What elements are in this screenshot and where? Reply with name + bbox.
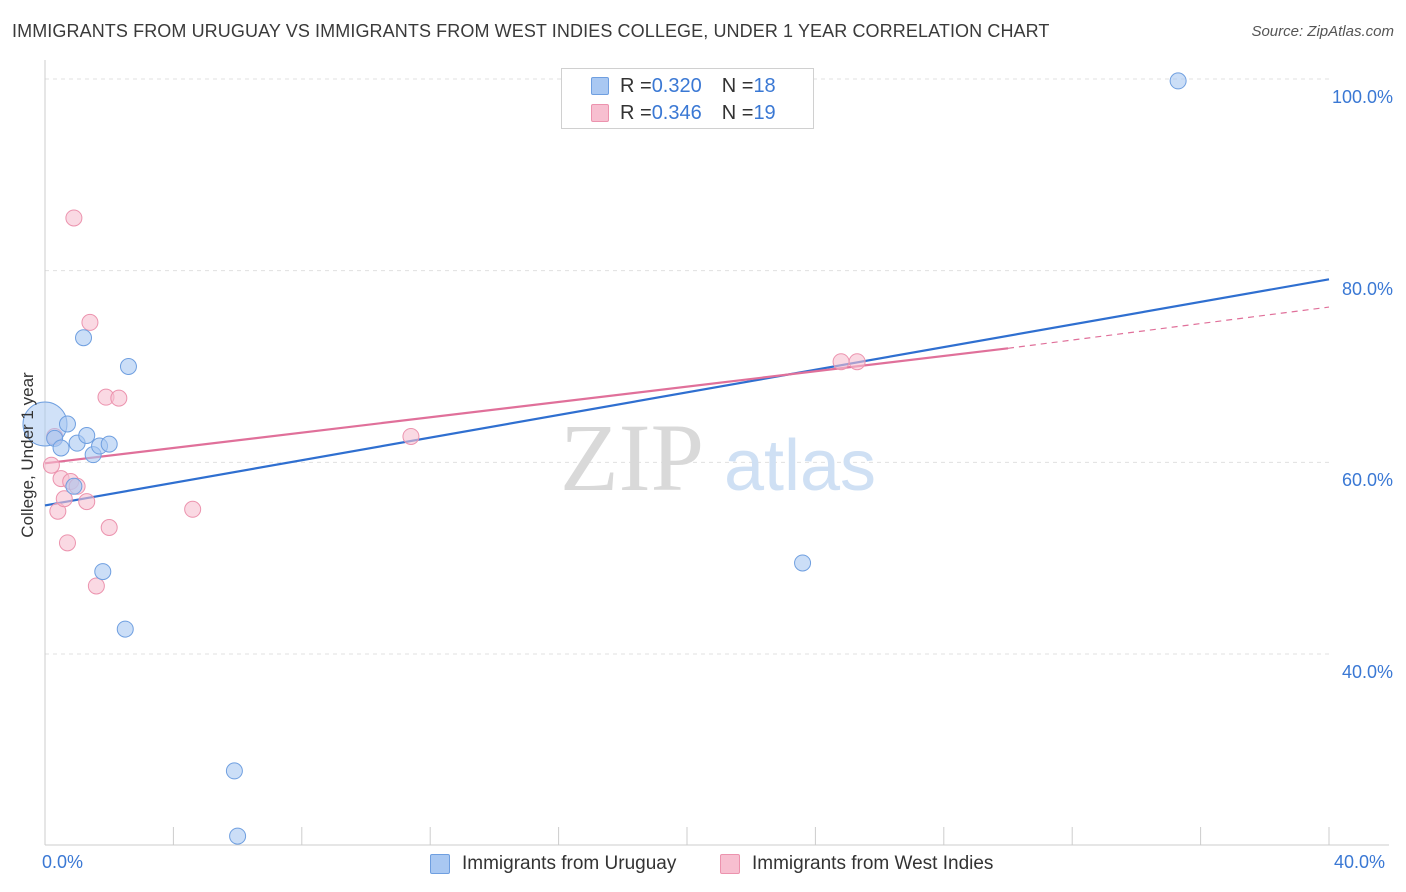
watermark: ZIP atlas: [560, 404, 876, 511]
watermark-zip: ZIP: [560, 404, 704, 511]
legend-n-value: 19: [753, 101, 776, 124]
trend-lines: [44, 278, 1330, 507]
y-tick-label-2: 60.0%: [1341, 470, 1393, 491]
point-west-indies-13: [100, 519, 118, 536]
point-uruguay-3: [58, 415, 76, 433]
legend-r-value: 0.346: [651, 101, 702, 124]
point-uruguay-10: [119, 358, 137, 375]
point-west-indies-0: [42, 456, 60, 474]
source-credit: Source: ZipAtlas.com: [1251, 23, 1394, 40]
bottom-legend-uruguay: Immigrants from Uruguay: [430, 852, 676, 876]
correlation-legend: R = 0.320 N = 18 R = 0.346 N = 19: [561, 68, 814, 129]
chart-title: IMMIGRANTS FROM URUGUAY VS IMMIGRANTS FR…: [12, 21, 1050, 41]
point-west-indies-4: [55, 490, 73, 508]
trendline-uruguay: [44, 278, 1330, 507]
x-tick-max: 40.0%: [1334, 852, 1386, 872]
data-points: [22, 72, 1187, 845]
point-uruguay-5: [75, 329, 93, 347]
y-tick-label-3: 40.0%: [1341, 662, 1393, 682]
legend-row-west-indies: R = 0.346 N = 19: [620, 100, 776, 126]
point-west-indies-16: [402, 427, 420, 445]
point-west-indies-7: [65, 209, 83, 227]
legend-n-label: N =: [721, 101, 754, 124]
point-uruguay-17: [65, 477, 83, 495]
point-uruguay-11: [94, 563, 112, 581]
point-uruguay-12: [116, 620, 134, 638]
point-west-indies-9: [78, 493, 96, 511]
point-west-indies-5: [58, 534, 76, 552]
axes: [44, 60, 1389, 846]
y-axis-label: College, Under 1 year: [18, 372, 37, 538]
bottom-legend-swatch-uruguay: [430, 854, 450, 874]
bottom-legend-west-indies: Immigrants from West Indies: [720, 852, 993, 876]
point-west-indies-14: [110, 389, 128, 407]
legend-r-label: R =: [620, 74, 652, 97]
point-uruguay-9: [100, 435, 118, 453]
gridlines: [45, 78, 1329, 655]
legend-swatch-west-indies: [591, 104, 609, 122]
trendline-west-indies: [44, 347, 1009, 465]
point-west-indies-10: [81, 313, 99, 331]
legend-r-label: R =: [620, 101, 652, 124]
bottom-legend-label-west-indies: Immigrants from West Indies: [752, 853, 994, 874]
point-uruguay-13: [225, 762, 243, 780]
x-tick-min: 0.0%: [42, 852, 84, 872]
watermark-atlas: atlas: [724, 426, 876, 506]
legend-n-value: 18: [753, 74, 776, 97]
y-tick-label-1: 80.0%: [1341, 278, 1393, 299]
point-uruguay-14: [229, 827, 247, 845]
bottom-legend-label-uruguay: Immigrants from Uruguay: [462, 853, 677, 874]
point-west-indies-17: [832, 353, 850, 371]
legend-swatch-uruguay: [591, 77, 609, 95]
point-west-indies-15: [184, 500, 202, 518]
legend-n-label: N =: [721, 74, 754, 97]
legend-row-uruguay: R = 0.320 N = 18: [620, 73, 776, 99]
legend-r-value: 0.320: [651, 74, 702, 97]
y-tick-label-0: 100.0%: [1331, 87, 1393, 107]
point-uruguay-15: [1169, 72, 1187, 90]
point-uruguay-6: [78, 427, 96, 444]
trendline-west-indies-extension: [1007, 306, 1330, 349]
point-uruguay-16: [794, 554, 812, 572]
point-west-indies-11: [87, 577, 105, 595]
point-west-indies-18: [848, 353, 866, 371]
bottom-legend-swatch-west-indies: [720, 854, 740, 874]
point-uruguay-2: [52, 439, 70, 457]
